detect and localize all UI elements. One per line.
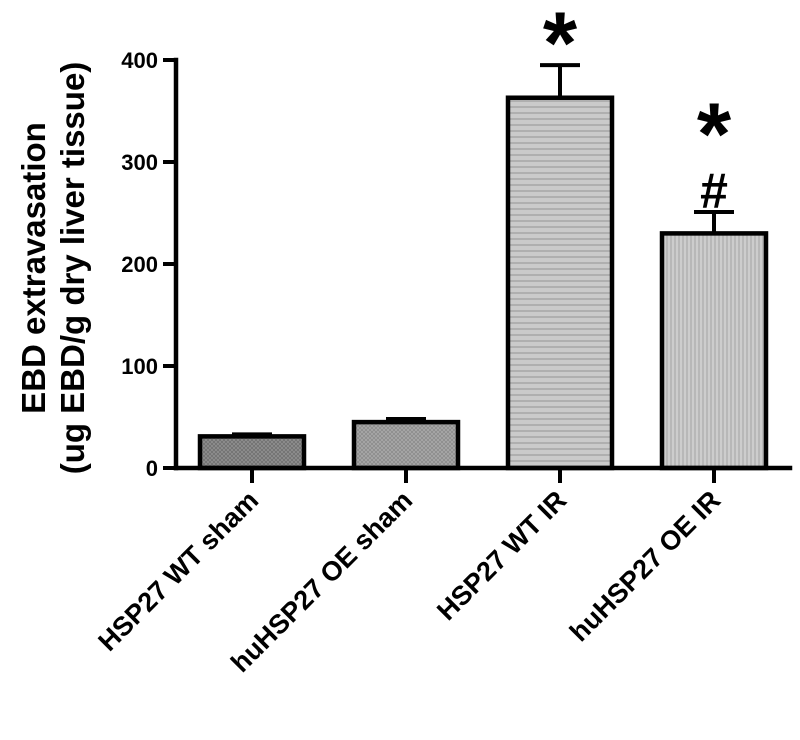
bar [197, 434, 307, 471]
x-category-label: HSP27 WT sham [92, 485, 264, 657]
significance-marker: * [543, 0, 578, 92]
y-axis-ticks: 0 100 200 300 400 [121, 48, 176, 481]
bars [197, 95, 769, 471]
x-category-label: huHSP27 OE IR [564, 485, 726, 647]
y-axis-title-line2: (ug EBD/g dry liver tissue) [54, 62, 91, 475]
x-axis-ticks [250, 468, 716, 483]
significance-marker: * [697, 84, 732, 183]
bar [505, 95, 615, 471]
y-tick-label: 200 [121, 252, 158, 277]
y-axis-title: EBD extravasation (ug EBD/g dry liver ti… [15, 62, 91, 475]
x-category-label: HSP27 WT IR [431, 485, 572, 626]
bar [351, 419, 461, 471]
y-tick-label: 0 [146, 456, 158, 481]
significance-marker: # [700, 163, 728, 219]
y-axis-title-line1: EBD extravasation [15, 122, 52, 414]
significance-annotations: **# [543, 0, 732, 219]
bar [659, 231, 769, 471]
y-tick-label: 300 [121, 150, 158, 175]
y-tick-label: 100 [121, 354, 158, 379]
y-tick-label: 400 [121, 48, 158, 73]
error-bars [232, 63, 734, 437]
